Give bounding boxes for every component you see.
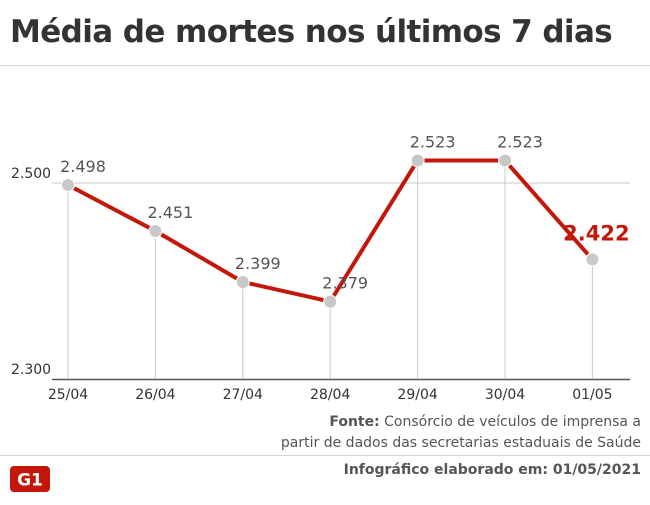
data-label-6: 2.422	[563, 221, 629, 245]
data-point-1	[148, 224, 163, 239]
title-divider	[0, 65, 650, 66]
data-label-0: 2.498	[60, 157, 106, 176]
source-text-line2: partir de dados das secretarias estaduai…	[280, 435, 641, 451]
x-tick-label-2: 27/04	[223, 387, 263, 403]
x-tick-label-6: 01/05	[572, 387, 612, 403]
data-label-4: 2.523	[410, 132, 456, 151]
g1-logo: G1	[10, 466, 50, 492]
data-points	[61, 153, 600, 309]
data-label-2: 2.399	[235, 254, 281, 273]
data-labels: 2.498 2.451 2.399 2.379 2.523 2.523 2.422	[60, 132, 630, 292]
x-tick-label-1: 26/04	[135, 387, 175, 403]
source-label: Fonte:	[329, 414, 380, 430]
data-point-3	[323, 294, 338, 309]
x-tick-label-4: 29/04	[397, 387, 437, 403]
data-point-5	[498, 153, 512, 168]
data-point-4	[410, 153, 425, 168]
y-tick-label-0: 2.500	[11, 166, 51, 182]
data-label-3: 2.379	[322, 274, 368, 293]
chart-grid	[52, 182, 630, 381]
data-point-0	[61, 177, 75, 192]
x-tick-label-0: 25/04	[48, 387, 88, 403]
data-point-2	[235, 274, 250, 289]
x-tick-label-5: 30/04	[485, 387, 525, 403]
source-note: Fonte: Consórcio de veículos de imprensa…	[281, 412, 641, 454]
y-tick-label-1: 2.300	[11, 362, 51, 378]
logo-text: G1	[17, 471, 43, 491]
source-text-line1: Consórcio de veículos de imprensa a	[384, 414, 641, 430]
x-tick-label-3: 28/04	[310, 387, 350, 403]
y-axis-ticks: 2.500 2.300	[11, 166, 51, 378]
infographic-date: Infográfico elaborado em: 01/05/2021	[343, 462, 641, 478]
chart-title: Média de mortes nos últimos 7 dias	[10, 14, 613, 50]
line-chart: 2.498 2.451 2.399 2.379 2.523 2.523 2.422 25/0…	[11, 132, 630, 403]
data-label-1: 2.451	[147, 203, 193, 222]
category-guides	[67, 160, 593, 379]
x-axis-ticks: 25/04 26/04 27/04 28/04 29/04 30/04 01/05	[48, 387, 613, 403]
footer-divider	[0, 455, 650, 456]
data-point-6	[585, 252, 600, 267]
data-label-5: 2.523	[497, 132, 543, 151]
